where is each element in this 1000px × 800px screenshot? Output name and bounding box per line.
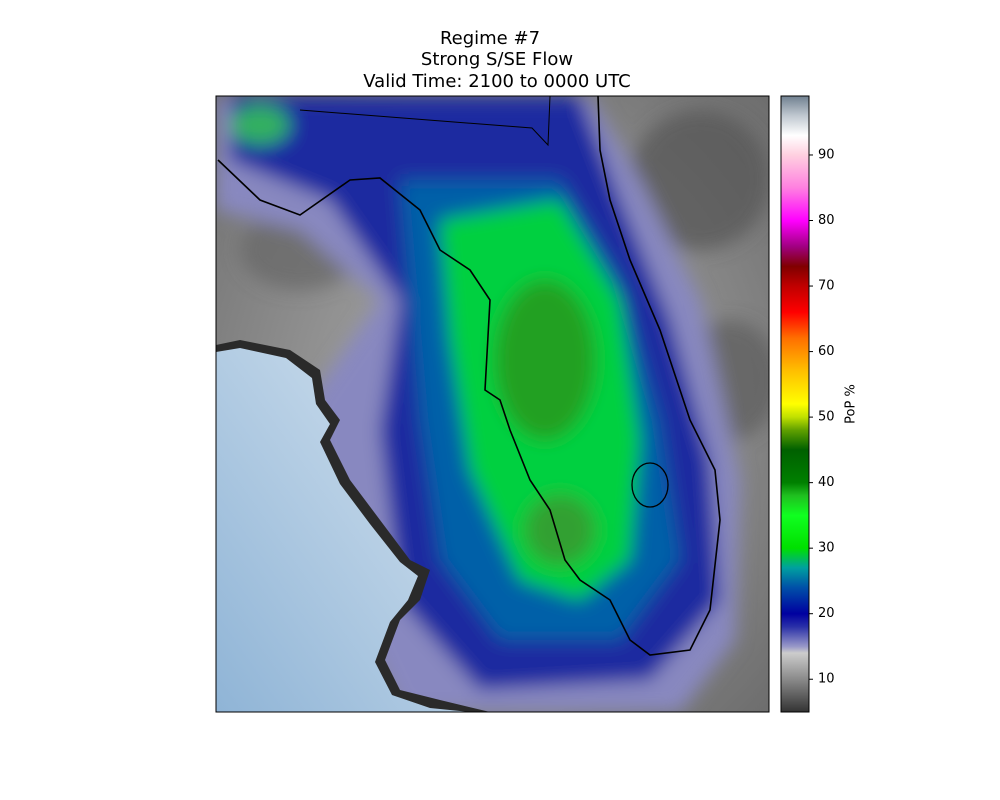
tick-label: 90 bbox=[818, 147, 835, 162]
tick-label: 10 bbox=[818, 672, 835, 687]
colorbar bbox=[780, 95, 810, 713]
tick-label: 40 bbox=[818, 475, 835, 490]
coastline bbox=[217, 96, 721, 656]
title-line: Valid Time: 2100 to 0000 UTC bbox=[363, 71, 630, 92]
colorbar-label: PoP % bbox=[844, 384, 859, 424]
tick-label: 60 bbox=[818, 344, 835, 359]
gulf-water bbox=[216, 348, 470, 712]
lake-okeechobee bbox=[631, 462, 669, 508]
tick-label: 50 bbox=[818, 410, 835, 425]
tick-label: 20 bbox=[818, 606, 835, 621]
tick-label: 30 bbox=[818, 541, 835, 556]
state-border bbox=[299, 96, 551, 147]
tick-label: 80 bbox=[818, 213, 835, 228]
title-line: Regime #7 bbox=[440, 28, 540, 49]
map-frame bbox=[215, 95, 770, 713]
map bbox=[216, 96, 769, 712]
tick-label: 70 bbox=[818, 279, 835, 294]
title-line: Strong S/SE Flow bbox=[421, 49, 573, 70]
